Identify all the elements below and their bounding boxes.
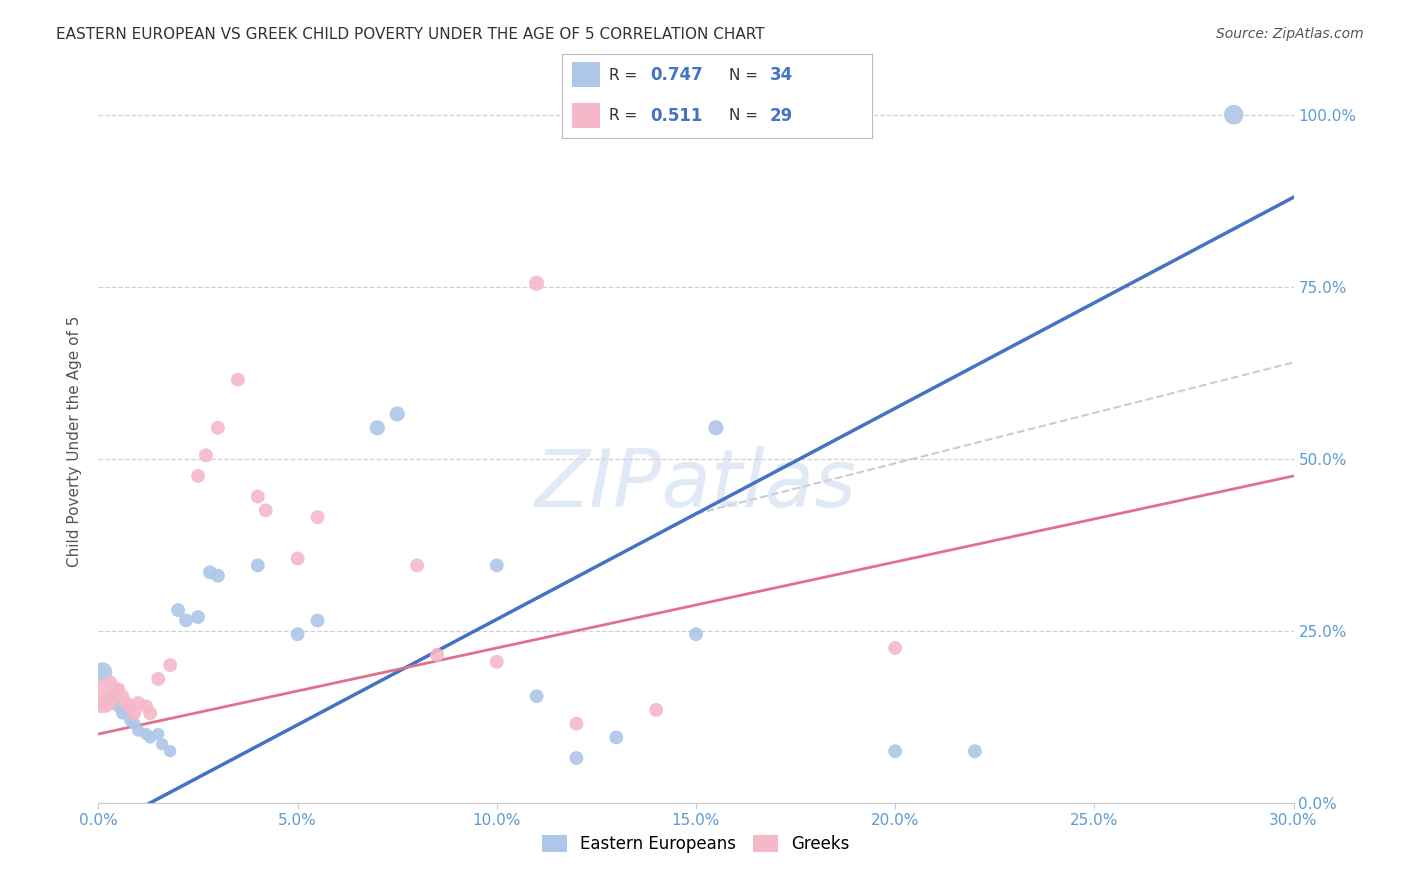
Legend: Eastern Europeans, Greeks: Eastern Europeans, Greeks [536, 828, 856, 860]
Point [287, 551, 309, 566]
Point [107, 682, 129, 697]
Point [187, 469, 209, 483]
Point [207, 421, 229, 435]
Point [103, 696, 125, 710]
Point [226, 373, 249, 387]
Point [96, 696, 118, 710]
Point [526, 689, 548, 703]
Y-axis label: Child Poverty Under the Age of 5: Child Poverty Under the Age of 5 [67, 316, 83, 567]
Point [565, 716, 588, 731]
Point [246, 558, 269, 573]
Bar [572, 103, 599, 128]
Point [254, 503, 277, 517]
Text: 0.747: 0.747 [651, 66, 703, 84]
Text: R =: R = [609, 68, 643, 83]
Point [127, 696, 149, 710]
Point [884, 640, 907, 655]
Point [98, 689, 122, 703]
Point [139, 706, 162, 721]
Point [366, 421, 388, 435]
Point [195, 448, 218, 462]
Point [127, 723, 149, 738]
Point [485, 558, 508, 573]
Point [307, 510, 329, 524]
Bar [572, 62, 599, 87]
Text: Source: ZipAtlas.com: Source: ZipAtlas.com [1216, 27, 1364, 41]
Point [307, 614, 329, 628]
Point [159, 658, 181, 673]
Point [605, 731, 627, 745]
Point [426, 648, 449, 662]
Point [485, 655, 508, 669]
Point [135, 727, 157, 741]
Point [103, 682, 125, 697]
Point [198, 566, 221, 580]
Text: 34: 34 [769, 66, 793, 84]
Point [120, 699, 142, 714]
Point [148, 727, 170, 741]
Point [526, 277, 548, 291]
Point [174, 614, 197, 628]
Point [685, 627, 707, 641]
Point [884, 744, 907, 758]
Point [115, 696, 138, 710]
Point [1223, 108, 1246, 122]
Point [207, 568, 229, 582]
Point [287, 627, 309, 641]
Point [704, 421, 727, 435]
Point [167, 603, 190, 617]
Text: 29: 29 [769, 107, 793, 125]
Text: R =: R = [609, 108, 647, 123]
Point [98, 675, 122, 690]
Point [406, 558, 429, 573]
Point [139, 731, 162, 745]
Text: ZIPatlas: ZIPatlas [534, 446, 858, 524]
Point [159, 744, 181, 758]
Point [135, 699, 157, 714]
Point [115, 703, 138, 717]
Point [96, 692, 118, 706]
Point [120, 713, 142, 727]
Point [107, 699, 129, 714]
Point [124, 706, 146, 721]
Point [148, 672, 170, 686]
Text: EASTERN EUROPEAN VS GREEK CHILD POVERTY UNDER THE AGE OF 5 CORRELATION CHART: EASTERN EUROPEAN VS GREEK CHILD POVERTY … [56, 27, 765, 42]
Text: N =: N = [730, 68, 763, 83]
Point [963, 744, 986, 758]
Point [91, 689, 114, 703]
Point [385, 407, 409, 421]
Point [150, 737, 173, 751]
Text: N =: N = [730, 108, 763, 123]
Point [111, 706, 134, 721]
Point [565, 751, 588, 765]
Point [645, 703, 668, 717]
Point [91, 665, 114, 679]
Point [111, 689, 134, 703]
Point [187, 610, 209, 624]
Point [246, 490, 269, 504]
Text: 0.511: 0.511 [651, 107, 703, 125]
Point [124, 716, 146, 731]
